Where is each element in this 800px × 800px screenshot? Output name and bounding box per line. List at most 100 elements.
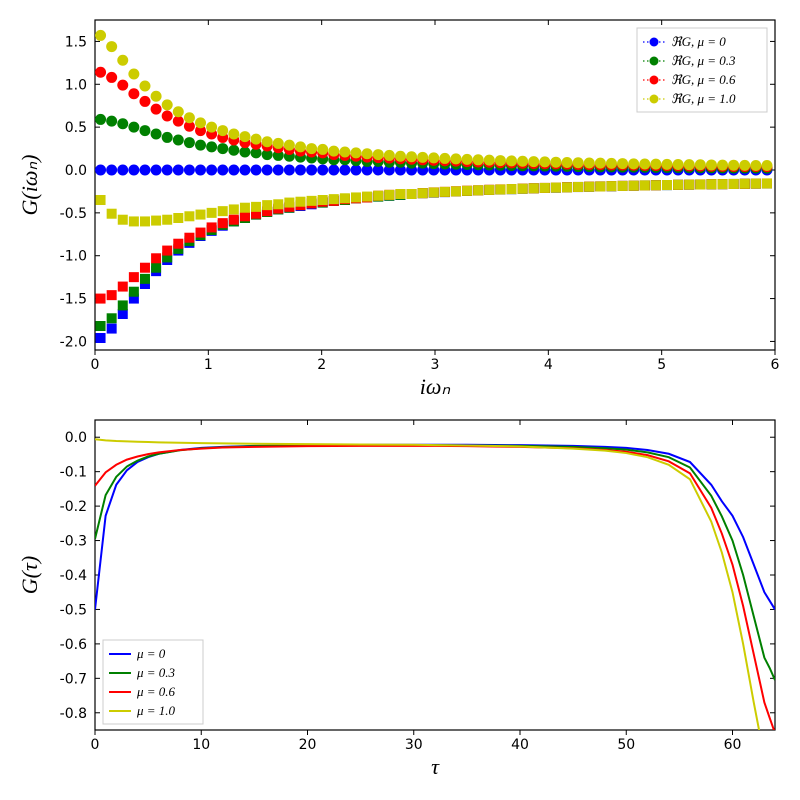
ylabel: G(iωₙ) [17, 155, 42, 216]
marker-square [351, 192, 361, 202]
marker-square [651, 180, 661, 190]
marker-circle [473, 154, 484, 165]
marker-circle [450, 153, 461, 164]
marker-circle [117, 55, 128, 66]
marker-square [240, 203, 250, 213]
marker-circle [273, 138, 284, 149]
xtick-label: 0 [91, 357, 100, 373]
marker-circle [128, 165, 139, 176]
marker-circle [306, 165, 317, 176]
marker-circle [317, 144, 328, 155]
ytick-label: -0.4 [60, 568, 87, 584]
ytick-label: -0.8 [60, 706, 87, 722]
marker-square [107, 209, 117, 219]
marker-square [473, 185, 483, 195]
marker-circle [328, 165, 339, 176]
marker-circle [684, 159, 695, 170]
marker-circle [262, 136, 273, 147]
marker-circle [328, 146, 339, 157]
marker-square [307, 196, 317, 206]
marker-circle [95, 30, 106, 41]
marker-circle [395, 151, 406, 162]
legend-label: μ = 0 [136, 646, 166, 661]
marker-circle [595, 158, 606, 169]
marker-circle [517, 156, 528, 167]
marker-circle [573, 157, 584, 168]
marker-square [751, 179, 761, 189]
ytick-label: 0.0 [65, 163, 87, 179]
xlabel: τ [431, 754, 440, 779]
marker-square [484, 185, 494, 195]
marker-circle [117, 165, 128, 176]
marker-circle [351, 165, 362, 176]
marker-circle [106, 116, 117, 127]
marker-square [151, 263, 161, 273]
marker-circle [462, 154, 473, 165]
marker-circle [195, 140, 206, 151]
marker-square [129, 272, 139, 282]
marker-circle [717, 160, 728, 171]
xtick-label: 30 [405, 737, 423, 753]
marker-square [418, 188, 428, 198]
marker-circle [206, 141, 217, 152]
marker-square [295, 197, 305, 207]
marker-circle [184, 137, 195, 148]
marker-square [151, 253, 161, 263]
marker-circle [495, 155, 506, 166]
marker-square [107, 290, 117, 300]
marker-circle [628, 158, 639, 169]
marker-square [96, 195, 106, 205]
marker-square [762, 178, 772, 188]
marker-circle [151, 165, 162, 176]
marker-circle [117, 80, 128, 91]
marker-circle [251, 134, 262, 145]
marker-square [373, 191, 383, 201]
series-ImG_mu0 [96, 179, 772, 343]
marker-square [395, 189, 405, 199]
marker-square [673, 180, 683, 190]
marker-circle [761, 160, 772, 171]
marker-square [118, 300, 128, 310]
marker-square [118, 215, 128, 225]
figure-svg: 0123456-2.0-1.5-1.0-0.50.00.51.01.5iωₙG(… [0, 0, 800, 800]
marker-square [284, 198, 294, 208]
legend-marker-icon [650, 57, 659, 66]
marker-circle [295, 141, 306, 152]
ytick-label: -2.0 [60, 334, 87, 350]
marker-circle [262, 165, 273, 176]
marker-circle [217, 165, 228, 176]
marker-circle [106, 41, 117, 52]
marker-square [196, 210, 206, 220]
marker-square [606, 181, 616, 191]
marker-square [207, 208, 217, 218]
marker-square [229, 215, 239, 225]
ytick-label: -1.5 [60, 292, 87, 308]
marker-square [273, 199, 283, 209]
marker-circle [117, 118, 128, 129]
marker-square [384, 190, 394, 200]
marker-circle [550, 157, 561, 168]
series-ImG_mu10 [96, 178, 772, 226]
marker-circle [151, 129, 162, 140]
marker-circle [162, 111, 173, 122]
marker-circle [661, 159, 672, 170]
marker-square [184, 211, 194, 221]
ytick-label: 1.0 [65, 77, 87, 93]
marker-square [618, 181, 628, 191]
marker-circle [217, 143, 228, 154]
marker-square [362, 192, 372, 202]
marker-square [462, 186, 472, 196]
marker-square [718, 179, 728, 189]
marker-circle [128, 122, 139, 133]
marker-square [162, 246, 172, 256]
ytick-label: -0.1 [60, 465, 87, 481]
marker-circle [106, 165, 117, 176]
ylabel: G(τ) [17, 556, 42, 594]
marker-square [562, 182, 572, 192]
marker-square [262, 200, 272, 210]
marker-circle [406, 151, 417, 162]
marker-square [529, 183, 539, 193]
marker-square [140, 216, 150, 226]
marker-circle [739, 160, 750, 171]
marker-square [140, 274, 150, 284]
